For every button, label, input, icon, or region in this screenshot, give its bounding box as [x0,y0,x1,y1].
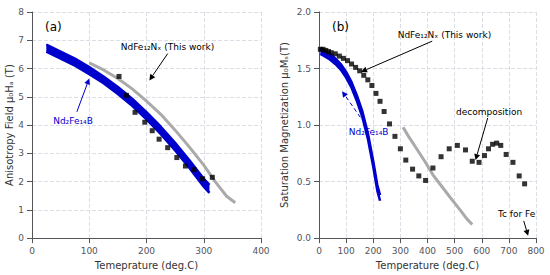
svg-text:800: 800 [527,246,544,256]
svg-text:0: 0 [316,246,322,256]
svg-text:200: 200 [138,246,155,256]
svg-text:100: 100 [81,246,98,256]
svg-text:700: 700 [500,246,517,256]
svg-text:100: 100 [338,246,355,256]
svg-text:200: 200 [365,246,382,256]
svg-text:2.0: 2.0 [297,7,312,17]
svg-text:NdFe₁₂Nₓ (This work): NdFe₁₂Nₓ (This work) [398,30,492,40]
svg-text:(b): (b) [332,20,349,34]
svg-text:Temeprature (deg.C): Temeprature (deg.C) [94,260,198,271]
svg-text:1: 1 [18,205,24,215]
svg-text:Nd₂Fe₁₄B: Nd₂Fe₁₄B [53,116,93,126]
svg-text:NdFe₁₂Nₓ (This work): NdFe₁₂Nₓ (This work) [121,42,215,52]
svg-text:Temperature (deg.C): Temperature (deg.C) [375,260,479,271]
svg-text:400: 400 [252,246,269,256]
svg-text:5: 5 [18,92,24,102]
svg-text:0: 0 [29,246,35,256]
svg-text:Anisotropy Field μ₀Hₐ (T): Anisotropy Field μ₀Hₐ (T) [4,64,15,186]
svg-text:1.5: 1.5 [297,64,311,74]
svg-text:6: 6 [18,64,24,74]
svg-text:500: 500 [446,246,463,256]
svg-text:7: 7 [18,35,24,45]
svg-text:(a): (a) [45,20,62,34]
svg-text:4: 4 [18,120,24,130]
svg-text:decomposition: decomposition [456,107,522,117]
svg-text:2: 2 [18,177,24,187]
svg-text:Saturation Magnetization μ₀Mₛ(: Saturation Magnetization μ₀Mₛ(T) [279,42,290,208]
svg-text:600: 600 [473,246,490,256]
svg-text:300: 300 [392,246,409,256]
svg-text:Nd₂Fe₁₄B: Nd₂Fe₁₄B [349,127,389,137]
svg-text:Tc for Fe: Tc for Fe [497,209,536,219]
svg-text:0.0: 0.0 [297,233,312,243]
svg-text:3: 3 [18,148,24,158]
svg-text:8: 8 [18,7,24,17]
svg-text:0.5: 0.5 [297,177,311,187]
svg-text:1.0: 1.0 [297,120,312,130]
svg-text:0: 0 [18,233,24,243]
svg-text:400: 400 [419,246,436,256]
svg-text:300: 300 [195,246,212,256]
